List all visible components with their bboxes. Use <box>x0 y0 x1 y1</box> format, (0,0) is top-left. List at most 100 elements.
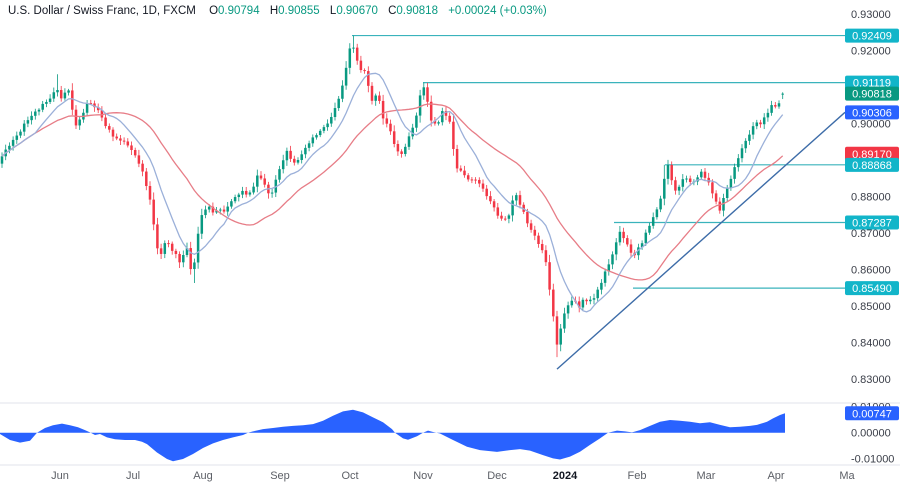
candle-body <box>63 92 67 99</box>
candle-body <box>270 192 274 194</box>
candle-body <box>156 224 159 249</box>
candle-body <box>470 179 474 181</box>
candle-body <box>748 134 751 141</box>
candle-body <box>418 95 422 116</box>
price-badge <box>845 86 899 101</box>
candle-body <box>137 155 141 164</box>
candle-body <box>37 109 41 112</box>
candle-body <box>563 313 566 329</box>
price-badge <box>845 146 899 161</box>
ohlc-close-value: 0.90818 <box>396 5 438 17</box>
candle-body <box>256 175 259 187</box>
candle-body <box>592 298 596 300</box>
oscillator-tick-label: -0.01000 <box>851 454 894 466</box>
price-badge-text: 0.85490 <box>852 283 892 295</box>
candle-body <box>337 98 340 109</box>
moving-average-slow[interactable] <box>1 103 784 281</box>
price-tick-label: 0.88000 <box>851 192 891 204</box>
month-tick-label: Jul <box>126 470 140 482</box>
candle-body <box>466 175 470 180</box>
month-tick-label: Nov <box>413 470 433 482</box>
candle-body <box>559 328 562 345</box>
candle-body <box>56 90 59 93</box>
candle-body <box>478 179 481 184</box>
candle-body <box>511 200 514 216</box>
moving-average-fast[interactable] <box>1 72 784 313</box>
candle-body <box>614 242 618 255</box>
candle-body <box>89 103 93 105</box>
candle-body <box>570 300 574 306</box>
candle-body <box>71 90 74 110</box>
trendline[interactable] <box>556 111 846 370</box>
candle-body <box>293 158 296 163</box>
candle-body <box>381 100 385 119</box>
candle-body <box>200 215 204 234</box>
price-badge-text: 0.88868 <box>852 160 892 172</box>
candle-body <box>770 105 773 113</box>
candle-body <box>759 122 762 125</box>
price-badge-text: 0.92409 <box>852 31 892 43</box>
candle-body <box>751 126 755 135</box>
price-tick-label: 0.85000 <box>851 301 891 313</box>
candle-body <box>518 195 522 205</box>
candle-body <box>651 217 655 226</box>
candle-body <box>15 135 19 140</box>
candle-body <box>207 206 211 210</box>
price-axis[interactable]: 0.93000 0.92000 0.90000 0.88000 0.87000 0.860… <box>851 9 894 466</box>
candle-body <box>700 171 703 178</box>
candle-body <box>59 90 63 99</box>
candle-body <box>159 248 163 254</box>
candle-body <box>407 136 411 147</box>
oscillator-tick-label: 0.00000 <box>851 428 891 440</box>
candle-body <box>781 93 784 95</box>
candle-body <box>52 92 56 99</box>
candle-body <box>93 103 96 108</box>
year-tick-label: 2024 <box>553 470 578 482</box>
candle-body <box>581 299 585 308</box>
candle-body <box>733 167 736 179</box>
candle-body <box>219 209 222 211</box>
ohlc-high-value: 0.90855 <box>278 5 320 17</box>
candlestick-series <box>0 35 784 358</box>
oscillator-badge <box>845 406 899 421</box>
candle-body <box>474 179 477 181</box>
candle-body <box>263 178 266 185</box>
candle-body <box>762 117 766 125</box>
price-badge <box>845 281 899 296</box>
price-badge-text: 0.87287 <box>852 218 892 230</box>
symbol-title[interactable]: U.S. Dollar / Swiss Franc, 1D, FXCM <box>8 5 196 17</box>
candle-body <box>507 215 511 219</box>
candle-body <box>315 135 318 138</box>
candle-body <box>441 111 444 123</box>
candle-body <box>215 210 218 213</box>
candle-body <box>659 198 662 210</box>
candle-body <box>411 127 414 137</box>
candle-body <box>119 138 122 141</box>
candle-body <box>148 186 152 200</box>
candle-body <box>78 119 81 126</box>
price-tick-label: 0.93000 <box>851 9 891 21</box>
month-tick-label: Mar <box>697 470 716 482</box>
time-axis[interactable]: Jun Jul Aug Sep Oct Nov Dec 2024 Feb Mar Apr Ma <box>51 470 855 482</box>
candle-body <box>596 289 599 299</box>
candle-body <box>26 120 30 124</box>
candle-body <box>404 146 407 154</box>
candle-body <box>577 301 581 308</box>
candle-body <box>326 123 329 128</box>
candle-body <box>108 126 111 130</box>
candle-body <box>729 178 733 188</box>
candle-body <box>707 177 710 183</box>
candle-body <box>714 193 718 202</box>
candle-body <box>674 180 677 191</box>
price-tick-label: 0.92000 <box>851 46 891 58</box>
candle-body <box>448 115 451 122</box>
candle-body <box>233 197 237 202</box>
candle-body <box>244 190 248 195</box>
candle-body <box>529 223 533 230</box>
candle-body <box>311 137 315 144</box>
oscillator-badge-text: 0.00747 <box>852 408 892 420</box>
candle-body <box>300 154 303 160</box>
candle-body <box>307 143 311 148</box>
